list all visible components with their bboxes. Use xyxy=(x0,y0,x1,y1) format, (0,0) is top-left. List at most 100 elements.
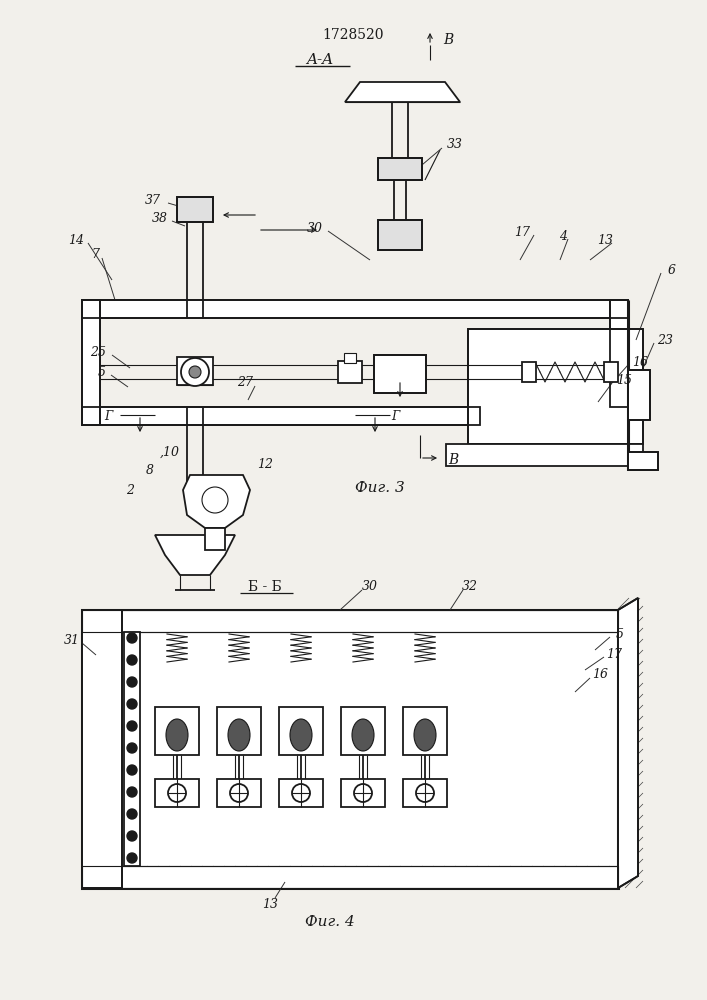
Bar xyxy=(403,779,447,807)
Bar xyxy=(628,370,650,420)
Text: 6: 6 xyxy=(668,263,676,276)
Text: A-A: A-A xyxy=(306,53,334,67)
Bar xyxy=(82,300,100,425)
Text: 8: 8 xyxy=(146,464,154,477)
Text: 27: 27 xyxy=(237,376,253,389)
Circle shape xyxy=(127,787,137,797)
Bar xyxy=(177,357,213,385)
Text: 7: 7 xyxy=(91,248,99,261)
Bar xyxy=(82,866,618,888)
Bar xyxy=(82,610,618,632)
Bar xyxy=(628,452,658,470)
Bar xyxy=(378,158,422,180)
Circle shape xyxy=(127,809,137,819)
Bar xyxy=(279,779,323,807)
Text: 33: 33 xyxy=(447,138,463,151)
Bar xyxy=(279,707,323,755)
Ellipse shape xyxy=(228,719,250,751)
Bar xyxy=(446,444,643,466)
Bar xyxy=(82,610,122,888)
Circle shape xyxy=(127,655,137,665)
Text: Фиг. 3: Фиг. 3 xyxy=(355,481,405,495)
Circle shape xyxy=(416,784,434,802)
Bar xyxy=(217,707,261,755)
Bar xyxy=(155,779,199,807)
Bar xyxy=(604,362,618,382)
Bar xyxy=(177,197,213,222)
Circle shape xyxy=(127,765,137,775)
Bar xyxy=(341,707,385,755)
Bar xyxy=(344,353,356,363)
Text: 2: 2 xyxy=(126,484,134,496)
Text: 15: 15 xyxy=(616,373,632,386)
Bar xyxy=(82,610,122,888)
Text: 5: 5 xyxy=(98,365,106,378)
Bar xyxy=(82,300,100,425)
Polygon shape xyxy=(618,598,638,888)
Bar xyxy=(628,370,650,420)
Circle shape xyxy=(127,633,137,643)
Bar xyxy=(403,707,447,755)
Text: ,10: ,10 xyxy=(160,446,180,458)
Circle shape xyxy=(127,853,137,863)
Text: 37: 37 xyxy=(145,194,161,207)
Text: 23: 23 xyxy=(657,334,673,347)
Bar xyxy=(82,610,618,888)
Polygon shape xyxy=(345,82,460,102)
Bar xyxy=(82,407,480,425)
Circle shape xyxy=(354,784,372,802)
Bar xyxy=(468,329,643,444)
Text: Г: Г xyxy=(104,410,112,422)
Text: 17: 17 xyxy=(606,648,622,660)
Ellipse shape xyxy=(166,719,188,751)
Circle shape xyxy=(189,366,201,378)
Bar xyxy=(338,361,362,383)
Circle shape xyxy=(181,358,209,386)
Bar xyxy=(341,779,385,807)
Bar xyxy=(155,707,199,755)
Text: 12: 12 xyxy=(257,458,273,472)
Bar xyxy=(82,407,480,425)
Bar xyxy=(124,632,140,866)
Circle shape xyxy=(127,699,137,709)
Text: 25: 25 xyxy=(90,346,106,359)
Polygon shape xyxy=(155,535,235,575)
Bar xyxy=(628,452,658,470)
Bar xyxy=(217,779,261,807)
Text: 13: 13 xyxy=(262,898,278,910)
Bar xyxy=(205,528,225,550)
Circle shape xyxy=(202,487,228,513)
Text: 17: 17 xyxy=(514,226,530,238)
Text: 16: 16 xyxy=(592,668,608,682)
Bar xyxy=(177,197,213,222)
Bar xyxy=(82,300,628,318)
Bar xyxy=(82,300,628,318)
Circle shape xyxy=(127,677,137,687)
Text: 5: 5 xyxy=(616,628,624,641)
Text: 16: 16 xyxy=(632,356,648,368)
Bar xyxy=(610,300,628,407)
Circle shape xyxy=(168,784,186,802)
Text: 14: 14 xyxy=(68,233,84,246)
Bar xyxy=(378,158,422,180)
Circle shape xyxy=(292,784,310,802)
Circle shape xyxy=(127,743,137,753)
Text: Фиг. 4: Фиг. 4 xyxy=(305,915,355,929)
Circle shape xyxy=(230,784,248,802)
Polygon shape xyxy=(183,475,250,528)
Text: Г: Г xyxy=(391,410,399,422)
Text: 4: 4 xyxy=(559,230,567,242)
Bar xyxy=(82,610,618,632)
Bar xyxy=(468,329,643,444)
Text: 30: 30 xyxy=(307,222,323,234)
Bar xyxy=(374,355,426,393)
Text: 30: 30 xyxy=(362,580,378,593)
Text: B: B xyxy=(443,33,453,47)
Bar xyxy=(374,355,426,393)
Text: 1728520: 1728520 xyxy=(322,28,384,42)
Text: B: B xyxy=(448,453,458,467)
Ellipse shape xyxy=(352,719,374,751)
Text: 38: 38 xyxy=(152,212,168,225)
Ellipse shape xyxy=(414,719,436,751)
Text: 13: 13 xyxy=(597,233,613,246)
